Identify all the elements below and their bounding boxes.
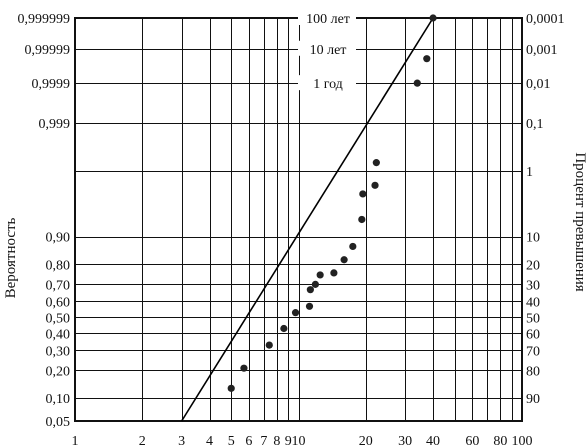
x-tick-label: 1 [72,434,79,448]
left-tick-label: 0,50 [46,311,71,326]
x-tick-label: 40 [426,434,440,448]
data-point [371,181,379,189]
x-tick-label: 2 [139,434,146,448]
data-point [227,384,235,392]
left-tick-label: 0,05 [46,415,71,430]
left-tick-label: 0,20 [46,364,71,379]
x-axis-ticks: 1 2 3 4 5 6 7 8 9 10 20 30 40 60 80 100 [72,434,533,448]
right-tick-label: 90 [526,392,540,407]
left-axis-ticks: 0,999999 0,99999 0,9999 0,999 0,90 0,80 0,70 0,… [18,12,71,430]
left-axis-label: Вероятность [3,217,19,298]
data-points [227,14,437,392]
x-tick-label: 5 [228,434,235,448]
data-point [429,14,437,22]
right-tick-label: 0,0001 [526,12,565,27]
left-tick-label: 0,9999 [32,77,71,92]
left-tick-label: 0,40 [46,327,71,342]
x-tick-label: 9 [285,434,292,448]
data-point [316,271,324,279]
data-point [311,280,319,288]
data-point [305,302,314,310]
right-tick-label: 1 [526,165,533,180]
x-tick-label: 100 [512,434,533,448]
x-tick-label: 3 [178,434,185,448]
right-tick-label: 60 [526,327,540,342]
x-tick-label: 80 [493,434,507,448]
data-point [358,215,366,224]
x-tick-label: 60 [465,434,479,448]
x-tick-label: 6 [245,434,252,448]
fitted-line [180,17,434,422]
left-tick-label: 0,80 [46,258,71,273]
left-tick-label: 0,10 [46,392,71,407]
chart-grid [75,18,523,421]
x-tick-label: 30 [398,434,412,448]
left-tick-label: 0,999 [39,117,71,132]
left-tick-label: 0,70 [46,278,71,293]
return-period-label: 10 лет [310,43,347,58]
return-period-label: 1 год [313,77,343,92]
data-point [280,324,288,333]
return-period-label: 100 лет [306,12,350,27]
label-background [298,40,356,56]
right-tick-label: 10 [526,231,540,246]
right-tick-label: 40 [526,295,540,310]
left-tick-label: 0,60 [46,295,71,310]
right-axis-label: Процент превышения [572,152,587,291]
data-point [265,341,273,349]
right-tick-label: 80 [526,364,540,379]
return-period-labels: 100 лет 10 лет 1 год [298,10,356,92]
data-point [423,55,431,63]
left-tick-label: 0,99999 [25,43,71,58]
right-tick-label: 0,001 [526,43,558,58]
fit-line [180,17,434,422]
right-tick-label: 0,01 [526,77,551,92]
x-tick-label: 4 [206,434,213,448]
left-tick-label: 0,999999 [18,12,71,27]
x-tick-label: 8 [273,434,280,448]
data-point [240,364,248,372]
label-background [298,75,356,91]
left-tick-label: 0,30 [46,344,71,359]
data-point [372,159,380,167]
data-point [359,190,367,198]
left-tick-label: 0,90 [46,231,71,246]
data-point [340,256,348,264]
data-point [349,242,357,251]
data-point [330,269,338,277]
right-tick-label: 0,1 [526,117,544,132]
label-background [298,10,356,25]
right-tick-label: 30 [526,278,540,293]
right-tick-label: 20 [526,258,540,273]
right-tick-label: 70 [526,344,540,359]
x-tick-label: 7 [260,434,267,448]
x-tick-label: 20 [359,434,373,448]
data-point [306,286,314,294]
x-tick-label: 10 [292,434,306,448]
data-point [291,309,300,317]
data-point [413,79,421,87]
right-tick-label: 50 [526,311,540,326]
